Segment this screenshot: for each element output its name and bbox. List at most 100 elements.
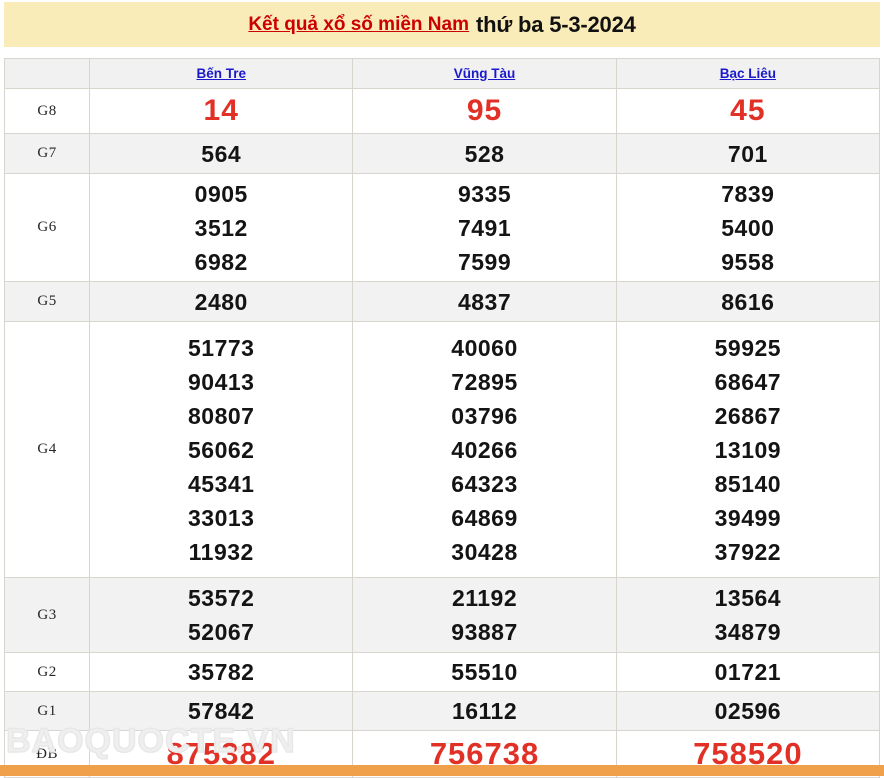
lottery-number: 90413 [188,368,255,395]
number-stack: 4837 [353,285,615,319]
prize-cell: 13564 34879 [615,577,881,654]
lottery-number: 4837 [457,288,512,315]
lottery-number: 80807 [188,402,255,429]
number-stack: 564 [90,137,352,171]
table-header-row: Bến Tre Vũng Tàu Bạc Liêu [3,58,881,89]
lottery-number: 9558 [721,248,775,275]
prize-label: G1 [3,691,91,732]
lottery-number: 64323 [451,470,518,497]
lottery-number: 564 [201,140,242,167]
lottery-number: 14 [203,94,239,127]
prize-cell: 59925 68647 26867 13109 85140 39499 37922 [615,321,881,579]
number-stack: 701 [617,137,879,171]
lottery-number: 55510 [451,659,518,686]
lottery-number: 40266 [451,436,518,463]
prize-cell: 45 [615,87,881,135]
number-stack: 21192 93887 [353,581,615,649]
prize-row-g3: G3 53572 52067 21192 93887 13564 34879 [3,577,881,654]
lottery-number: 40060 [451,334,518,361]
prize-row-g1: G1 57842 16112 02596 [3,691,881,732]
lottery-number: 34879 [714,619,782,646]
prize-cell: 35782 [89,652,354,693]
prize-cell: 57842 [89,691,354,732]
lottery-number: 26867 [714,402,782,429]
number-stack: 01721 [617,655,879,689]
prize-cell: 9335 7491 7599 [352,173,617,283]
number-stack: 7839 5400 9558 [617,177,879,279]
prize-cell: 0905 3512 6982 [89,173,354,283]
prize-cell: 14 [89,87,354,135]
lottery-number: 51773 [188,334,255,361]
lottery-number: 3512 [194,214,248,241]
number-stack: 9335 7491 7599 [353,177,615,279]
lottery-number: 53572 [188,585,255,612]
lottery-region-link[interactable]: Kết quả xổ số miền Nam [248,13,469,35]
lottery-number: 72895 [451,368,518,395]
prize-cell: 21192 93887 [352,577,617,654]
prize-cell: 51773 90413 80807 56062 45341 33013 11932 [89,321,354,579]
lottery-number: 21192 [451,585,518,612]
lottery-number: 7599 [457,248,512,275]
number-stack: 40060 72895 03796 40266 64323 64869 30428 [353,331,615,569]
lottery-results-table: Bến Tre Vũng Tàu Bạc Liêu G8 14 95 45 G7 564 5… [3,58,881,778]
province-link-vung-tau[interactable]: Vũng Tàu [453,65,516,81]
prize-cell: 01721 [615,652,881,693]
lottery-number: 37922 [714,538,782,565]
number-stack: 53572 52067 [90,581,352,649]
prize-label: G5 [3,281,91,323]
lottery-number: 6982 [194,248,248,275]
number-stack: 0905 3512 6982 [90,177,352,279]
number-stack: 02596 [617,694,879,728]
lottery-number: 03796 [451,402,518,429]
prize-cell: 40060 72895 03796 40266 64323 64869 30428 [352,321,617,579]
prize-row-g7: G7 564 528 701 [3,133,881,175]
lottery-number: 39499 [714,504,782,531]
lottery-number: 7491 [457,214,512,241]
prize-cell: 95 [352,87,617,135]
lottery-number: 45 [730,94,766,127]
lottery-number: 35782 [188,659,255,686]
lottery-number: 16112 [451,698,518,725]
table-header: Bến Tre Vũng Tàu Bạc Liêu [3,58,881,89]
prize-cell: 2480 [89,281,354,323]
lottery-number: 93887 [451,619,518,646]
prize-row-g8: G8 14 95 45 [3,87,881,135]
province-header-ben-tre: Bến Tre [89,58,354,89]
lottery-number: 8616 [721,288,775,315]
lottery-number: 57842 [188,698,255,725]
lottery-number: 33013 [188,504,255,531]
prize-cell: 8616 [615,281,881,323]
lottery-number: 13109 [714,436,782,463]
number-stack: 57842 [90,694,352,728]
lottery-number: 528 [464,140,505,167]
number-stack: 2480 [90,285,352,319]
prize-cell: 4837 [352,281,617,323]
prize-label: G4 [3,321,91,579]
lottery-number: 701 [727,140,768,167]
number-stack: 14 [90,89,352,133]
prize-label-header [3,58,91,89]
number-stack: 95 [353,89,615,133]
lottery-number: 68647 [714,368,782,395]
lottery-number: 56062 [188,436,255,463]
prize-label: G7 [3,133,91,175]
table-body: G8 14 95 45 G7 564 528 701 G6 0905 3512 6982 9335 749… [3,87,881,778]
prize-row-g6: G6 0905 3512 6982 9335 7491 7599 7839 5400 9558 [3,173,881,283]
lottery-number: 02596 [714,698,782,725]
prize-row-g5: G5 2480 4837 8616 [3,281,881,323]
prize-label: G6 [3,173,91,283]
province-header-vung-tau: Vũng Tàu [352,58,617,89]
lottery-number: 64869 [451,504,518,531]
lottery-number: 9335 [457,180,512,207]
lottery-number: 52067 [188,619,255,646]
lottery-number: 11932 [188,538,254,565]
prize-cell: 55510 [352,652,617,693]
lottery-number: 0905 [194,180,248,207]
prize-label: G3 [3,577,91,654]
province-link-ben-tre[interactable]: Bến Tre [196,65,246,81]
lottery-number: 2480 [194,288,248,315]
page-banner: Kết quả xổ số miền Nam thứ ba 5-3-2024 [4,2,880,47]
prize-cell: 528 [352,133,617,175]
number-stack: 16112 [353,694,615,728]
province-link-bac-lieu[interactable]: Bạc Liêu [719,65,776,81]
